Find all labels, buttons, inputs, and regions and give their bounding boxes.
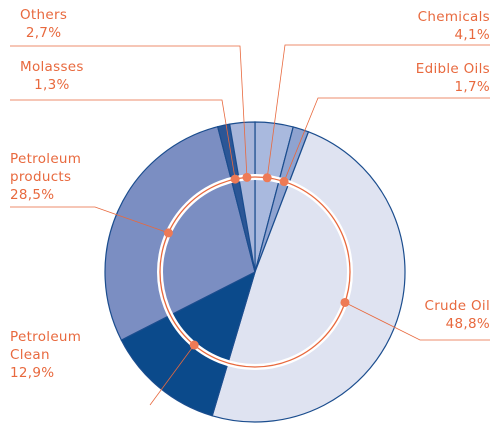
leader-line <box>283 97 490 182</box>
slice-label: Edible Oils 1,7% <box>416 60 490 96</box>
leader-line <box>266 44 490 178</box>
slice-label: Chemicals 4,1% <box>418 8 490 44</box>
leader-line <box>10 99 236 180</box>
label-dot <box>262 173 272 183</box>
slice-label: Crude Oil 48,8% <box>424 297 490 333</box>
value-label: 4,1% <box>454 27 490 43</box>
leader-line <box>344 302 490 341</box>
slice-label: Petroleum products 28,5% <box>10 150 100 204</box>
label-dot <box>279 177 289 187</box>
category-name: Petroleum products <box>10 151 82 185</box>
category-name: Chemicals <box>417 9 490 25</box>
pie-slice <box>228 121 256 273</box>
category-name: Others <box>20 7 68 23</box>
category-name: Edible Oils <box>415 61 490 77</box>
slice-label: Others 2,7% <box>20 6 67 42</box>
value-label: 1,7% <box>454 79 490 95</box>
pie-slice <box>104 125 256 341</box>
label-dot <box>340 297 350 307</box>
category-name: Petroleum Clean <box>10 329 82 363</box>
value-label: 12,9% <box>10 365 55 381</box>
pie-slice <box>211 131 406 423</box>
pie-slice <box>120 270 256 417</box>
label-dot <box>242 172 252 182</box>
category-name: Molasses <box>20 59 84 75</box>
inner-ring-line <box>159 176 351 368</box>
slice-label: Molasses 1,3% <box>20 58 84 94</box>
label-dot <box>163 228 173 238</box>
value-label: 48,8% <box>445 316 490 332</box>
label-dot <box>230 174 240 184</box>
value-label: 2,7% <box>25 25 62 41</box>
leader-line <box>149 344 195 406</box>
value-label: 28,5% <box>10 187 55 203</box>
slice-label: Petroleum Clean 12,9% <box>10 328 100 382</box>
label-dot <box>189 340 199 350</box>
value-label: 1,3% <box>34 77 70 93</box>
leader-line <box>10 206 169 234</box>
category-name: Crude Oil <box>424 298 490 314</box>
leader-line <box>10 45 248 178</box>
